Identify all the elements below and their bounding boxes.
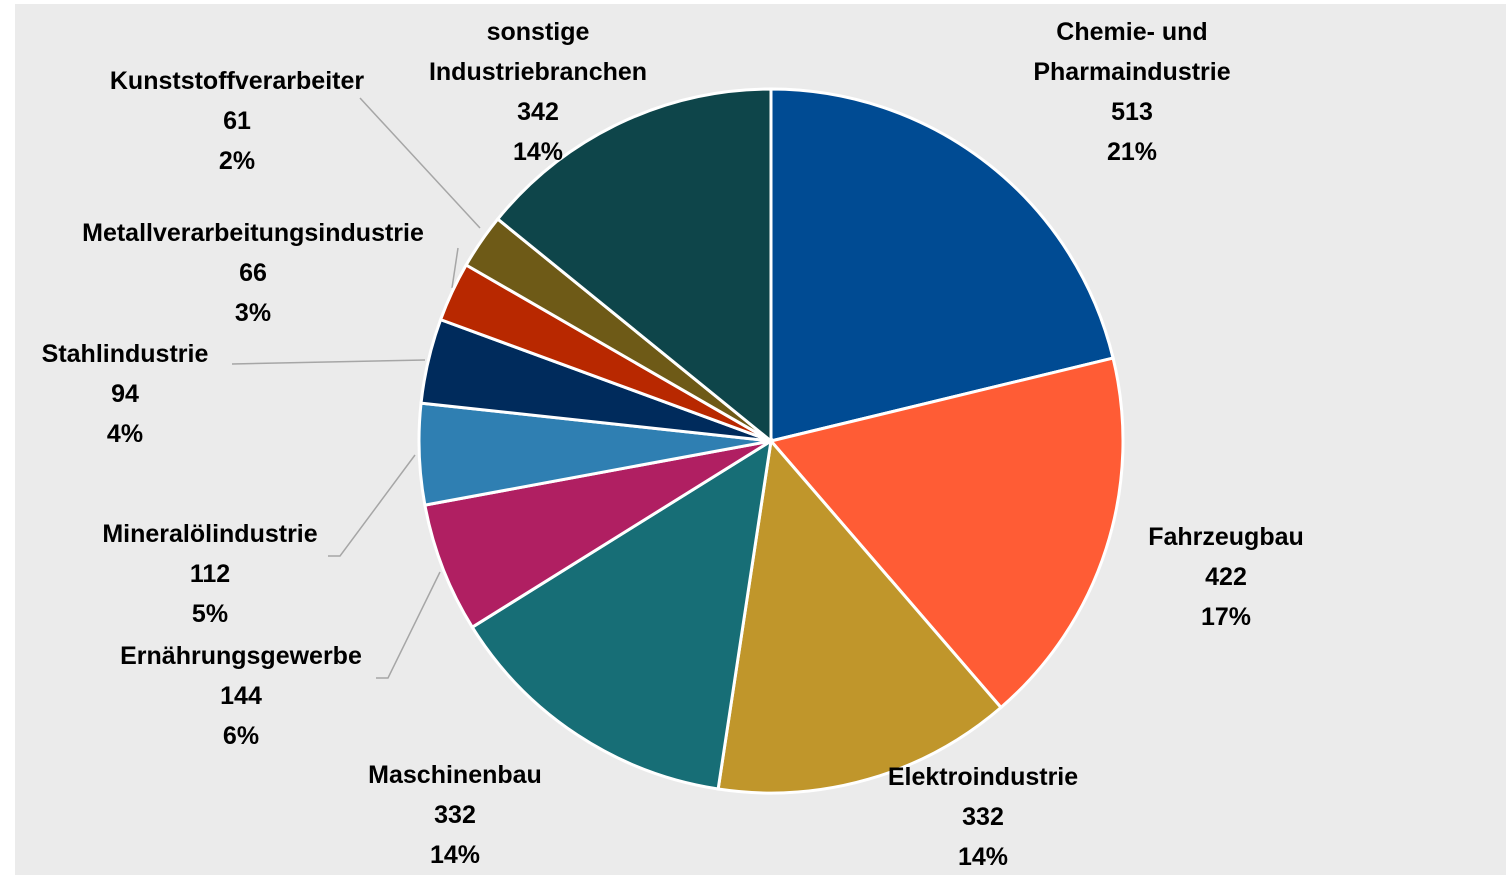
label-percent: 14%	[512, 138, 564, 166]
label-category: Elektroindustrie	[887, 763, 1079, 791]
pie-slice	[768, 356, 1125, 710]
label-percent: 2%	[218, 147, 256, 175]
slice-label: Maschinenbau 332 14%	[368, 755, 542, 875]
label-percent: 5%	[191, 600, 229, 628]
label-category: Chemie- und Pharmaindustrie	[1033, 18, 1231, 86]
label-value: 61	[223, 107, 251, 135]
leader-line	[376, 571, 441, 679]
slice-label: Metallverarbeitungsindustrie 66 3%	[82, 213, 424, 333]
label-value: 513	[1111, 98, 1153, 126]
label-percent: 3%	[234, 299, 272, 327]
label-value: 332	[962, 803, 1004, 831]
label-value: 94	[111, 380, 139, 408]
label-percent: 14%	[957, 843, 1009, 871]
slice-label: Mineralölindustrie 112 5%	[102, 514, 317, 634]
label-category: Maschinenbau	[368, 761, 542, 789]
pie-slice	[716, 437, 1004, 795]
label-value: 342	[517, 98, 559, 126]
label-percent: 21%	[1106, 138, 1158, 166]
label-category: Stahlindustrie	[41, 340, 209, 368]
label-category: Fahrzeugbau	[1148, 523, 1304, 551]
label-category: Metallverarbeitungsindustrie	[82, 219, 424, 247]
label-value: 112	[189, 560, 231, 588]
leader-line	[359, 97, 481, 229]
pie-slice	[470, 438, 773, 791]
slice-label: Kunststoffverarbeiter 61 2%	[110, 61, 364, 181]
label-category: Kunststoffverarbeiter	[109, 67, 365, 95]
slice-label: Chemie- und Pharmaindustrie 513 21%	[1002, 12, 1262, 172]
slice-label: Fahrzeugbau 422 17%	[1148, 517, 1304, 637]
slice-label: Stahlindustrie 94 4%	[42, 334, 209, 454]
slice-label: Elektroindustrie 332 14%	[888, 757, 1078, 875]
slice-label: sonstige Industriebranchen 342 14%	[398, 12, 678, 172]
leader-line	[231, 359, 426, 365]
pie-slice	[423, 439, 772, 630]
label-category: Mineralölindustrie	[102, 520, 318, 548]
leader-line	[328, 454, 416, 557]
label-percent: 4%	[106, 420, 144, 448]
leader-lines	[231, 97, 481, 679]
label-category: sonstige Industriebranchen	[428, 18, 648, 86]
label-value: 66	[239, 259, 267, 287]
label-percent: 14%	[429, 841, 481, 869]
label-value: 422	[1205, 563, 1247, 591]
label-percent: 17%	[1200, 603, 1252, 631]
leader-line	[451, 247, 459, 289]
label-value: 332	[434, 801, 476, 829]
slice-label: Ernährungsgewerbe 144 6%	[120, 636, 362, 756]
pie-slice	[769, 87, 1115, 443]
label-percent: 6%	[222, 722, 260, 750]
label-value: 144	[220, 682, 262, 710]
pie-slice	[495, 87, 773, 445]
label-category: Ernährungsgewerbe	[120, 642, 362, 670]
